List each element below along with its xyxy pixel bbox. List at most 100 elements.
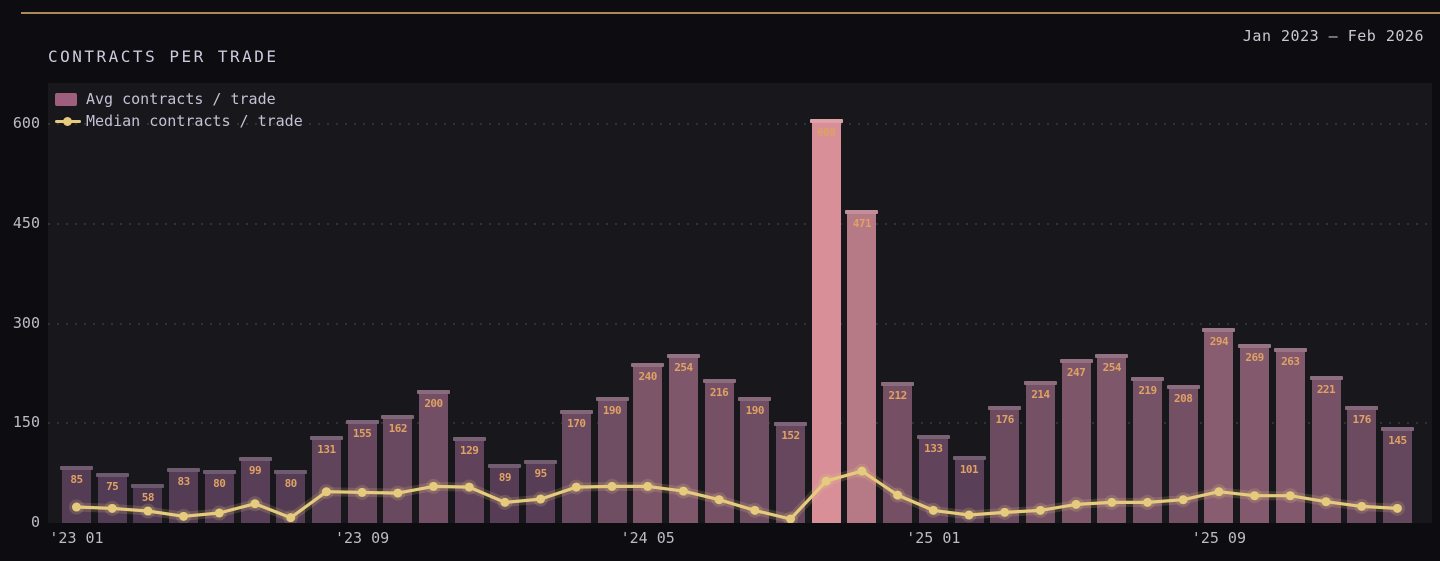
avg-bar[interactable]: 85 [60,466,93,523]
bar-value-label: 152 [781,428,800,442]
avg-bar[interactable]: 269 [1238,344,1272,523]
bar-cap [345,419,379,424]
bar-value-label: 176 [995,412,1015,426]
avg-bar[interactable]: 133 [916,434,950,523]
avg-bar[interactable]: 208 [1166,384,1200,523]
y-tick-label-600: 600 [12,114,40,132]
legend-avg-swatch-icon [55,92,77,106]
bar-value-label: 263 [1281,355,1300,369]
y-tick-label-0: 0 [30,513,40,531]
avg-bar[interactable]: 131 [309,435,343,523]
x-tick-label: '25 01 [906,529,961,547]
legend-median-line-icon [55,115,81,128]
avg-bar[interactable]: 221 [1309,376,1343,523]
bar-cap [1309,376,1343,381]
bar-cap [952,455,986,460]
avg-bar[interactable]: 129 [452,437,486,523]
avg-bar[interactable]: 247 [1059,358,1093,523]
bar-value-label: 214 [1031,387,1050,401]
bar-value-label: 608 [817,125,836,139]
bar-cap [381,415,415,420]
y-tick-label-150: 150 [12,413,40,432]
bar-value-label: 83 [177,474,190,488]
bar-cap [1238,344,1272,349]
bar-cap [488,463,522,468]
bar-value-label: 254 [1102,361,1122,375]
avg-bar[interactable]: 170 [559,409,593,523]
bar-cap [845,209,879,214]
bar-value-label: 133 [924,441,943,455]
bar-cap [1202,327,1236,332]
avg-bar[interactable]: 176 [1345,405,1379,523]
avg-bar[interactable]: 254 [1095,354,1129,523]
avg-bar[interactable]: 80 [274,469,308,523]
avg-bar[interactable]: 145 [1380,426,1414,523]
avg-bar[interactable]: 58 [131,484,165,523]
avg-bar[interactable]: 155 [345,419,379,523]
bar-cap [1059,358,1093,363]
bar-cap [167,467,201,472]
legend-item-avg[interactable]: Avg contracts / trade [55,88,303,110]
median-line [72,466,1402,523]
avg-bar[interactable]: 80 [202,469,236,523]
avg-bar[interactable]: 83 [167,467,201,523]
median-line [74,469,1400,521]
bar-cap [1131,377,1164,382]
bar-value-label: 95 [534,466,547,480]
bar-value-label: 269 [1245,351,1264,365]
avg-bar[interactable]: 608 [809,118,843,523]
bar-value-label: 294 [1209,334,1229,348]
x-tick-label: '25 09 [1191,529,1246,547]
avg-bar[interactable]: 240 [631,363,665,523]
bar-value-label: 129 [460,444,479,458]
avg-bar[interactable]: 152 [774,421,807,523]
bar-cap [309,435,343,440]
x-tick-label: '24 05 [620,529,675,547]
bar-cap [1273,348,1307,353]
bar-value-label: 58 [141,491,155,505]
bar-cap [1380,426,1414,431]
bar-value-label: 99 [248,464,262,478]
avg-bar[interactable]: 200 [417,390,450,523]
avg-bar[interactable]: 190 [738,396,772,523]
bar-value-label: 190 [745,403,765,417]
avg-bar[interactable]: 219 [1131,377,1164,523]
bar-cap [238,457,272,462]
bar-cap [702,379,736,384]
bar-cap [274,469,308,474]
avg-bar[interactable]: 254 [666,354,700,523]
bar-value-label: 80 [284,476,298,490]
avg-bar[interactable]: 162 [381,415,415,523]
avg-bar[interactable]: 216 [702,379,736,523]
bar-cap [1345,405,1379,410]
gridline-300 [48,322,1432,325]
bar-cap [60,466,93,471]
avg-bar[interactable]: 471 [845,209,879,523]
avg-bar[interactable]: 214 [1023,380,1057,523]
legend-item-median[interactable]: Median contracts / trade [55,110,303,132]
avg-bar[interactable]: 294 [1202,327,1236,523]
bar-value-label: 190 [602,403,622,417]
bar-cap [95,473,129,478]
avg-bar[interactable]: 95 [524,459,558,523]
bar-value-label: 80 [213,476,226,490]
gridline-450 [48,222,1432,225]
bar-value-label: 219 [1138,384,1157,398]
bar-value-label: 170 [567,416,586,430]
avg-bar[interactable]: 89 [488,463,522,523]
bar-cap [559,409,593,414]
avg-bar[interactable]: 212 [881,382,915,523]
bar-cap [881,382,915,387]
bar-value-label: 162 [388,422,408,436]
bar-value-label: 155 [352,426,372,440]
x-axis: '23 01 '23 09 '24 05 '25 01 '25 09 [48,529,1432,551]
avg-bar[interactable]: 99 [238,457,272,523]
avg-bar[interactable]: 190 [595,396,629,523]
avg-bar[interactable]: 75 [95,473,129,523]
avg-bar[interactable]: 176 [988,405,1022,523]
bar-cap [1023,380,1057,385]
avg-bar[interactable]: 101 [952,455,986,523]
date-range-label: Jan 2023 — Feb 2026 [1242,27,1424,45]
bar-cap [631,363,665,368]
avg-bar[interactable]: 263 [1273,348,1307,523]
